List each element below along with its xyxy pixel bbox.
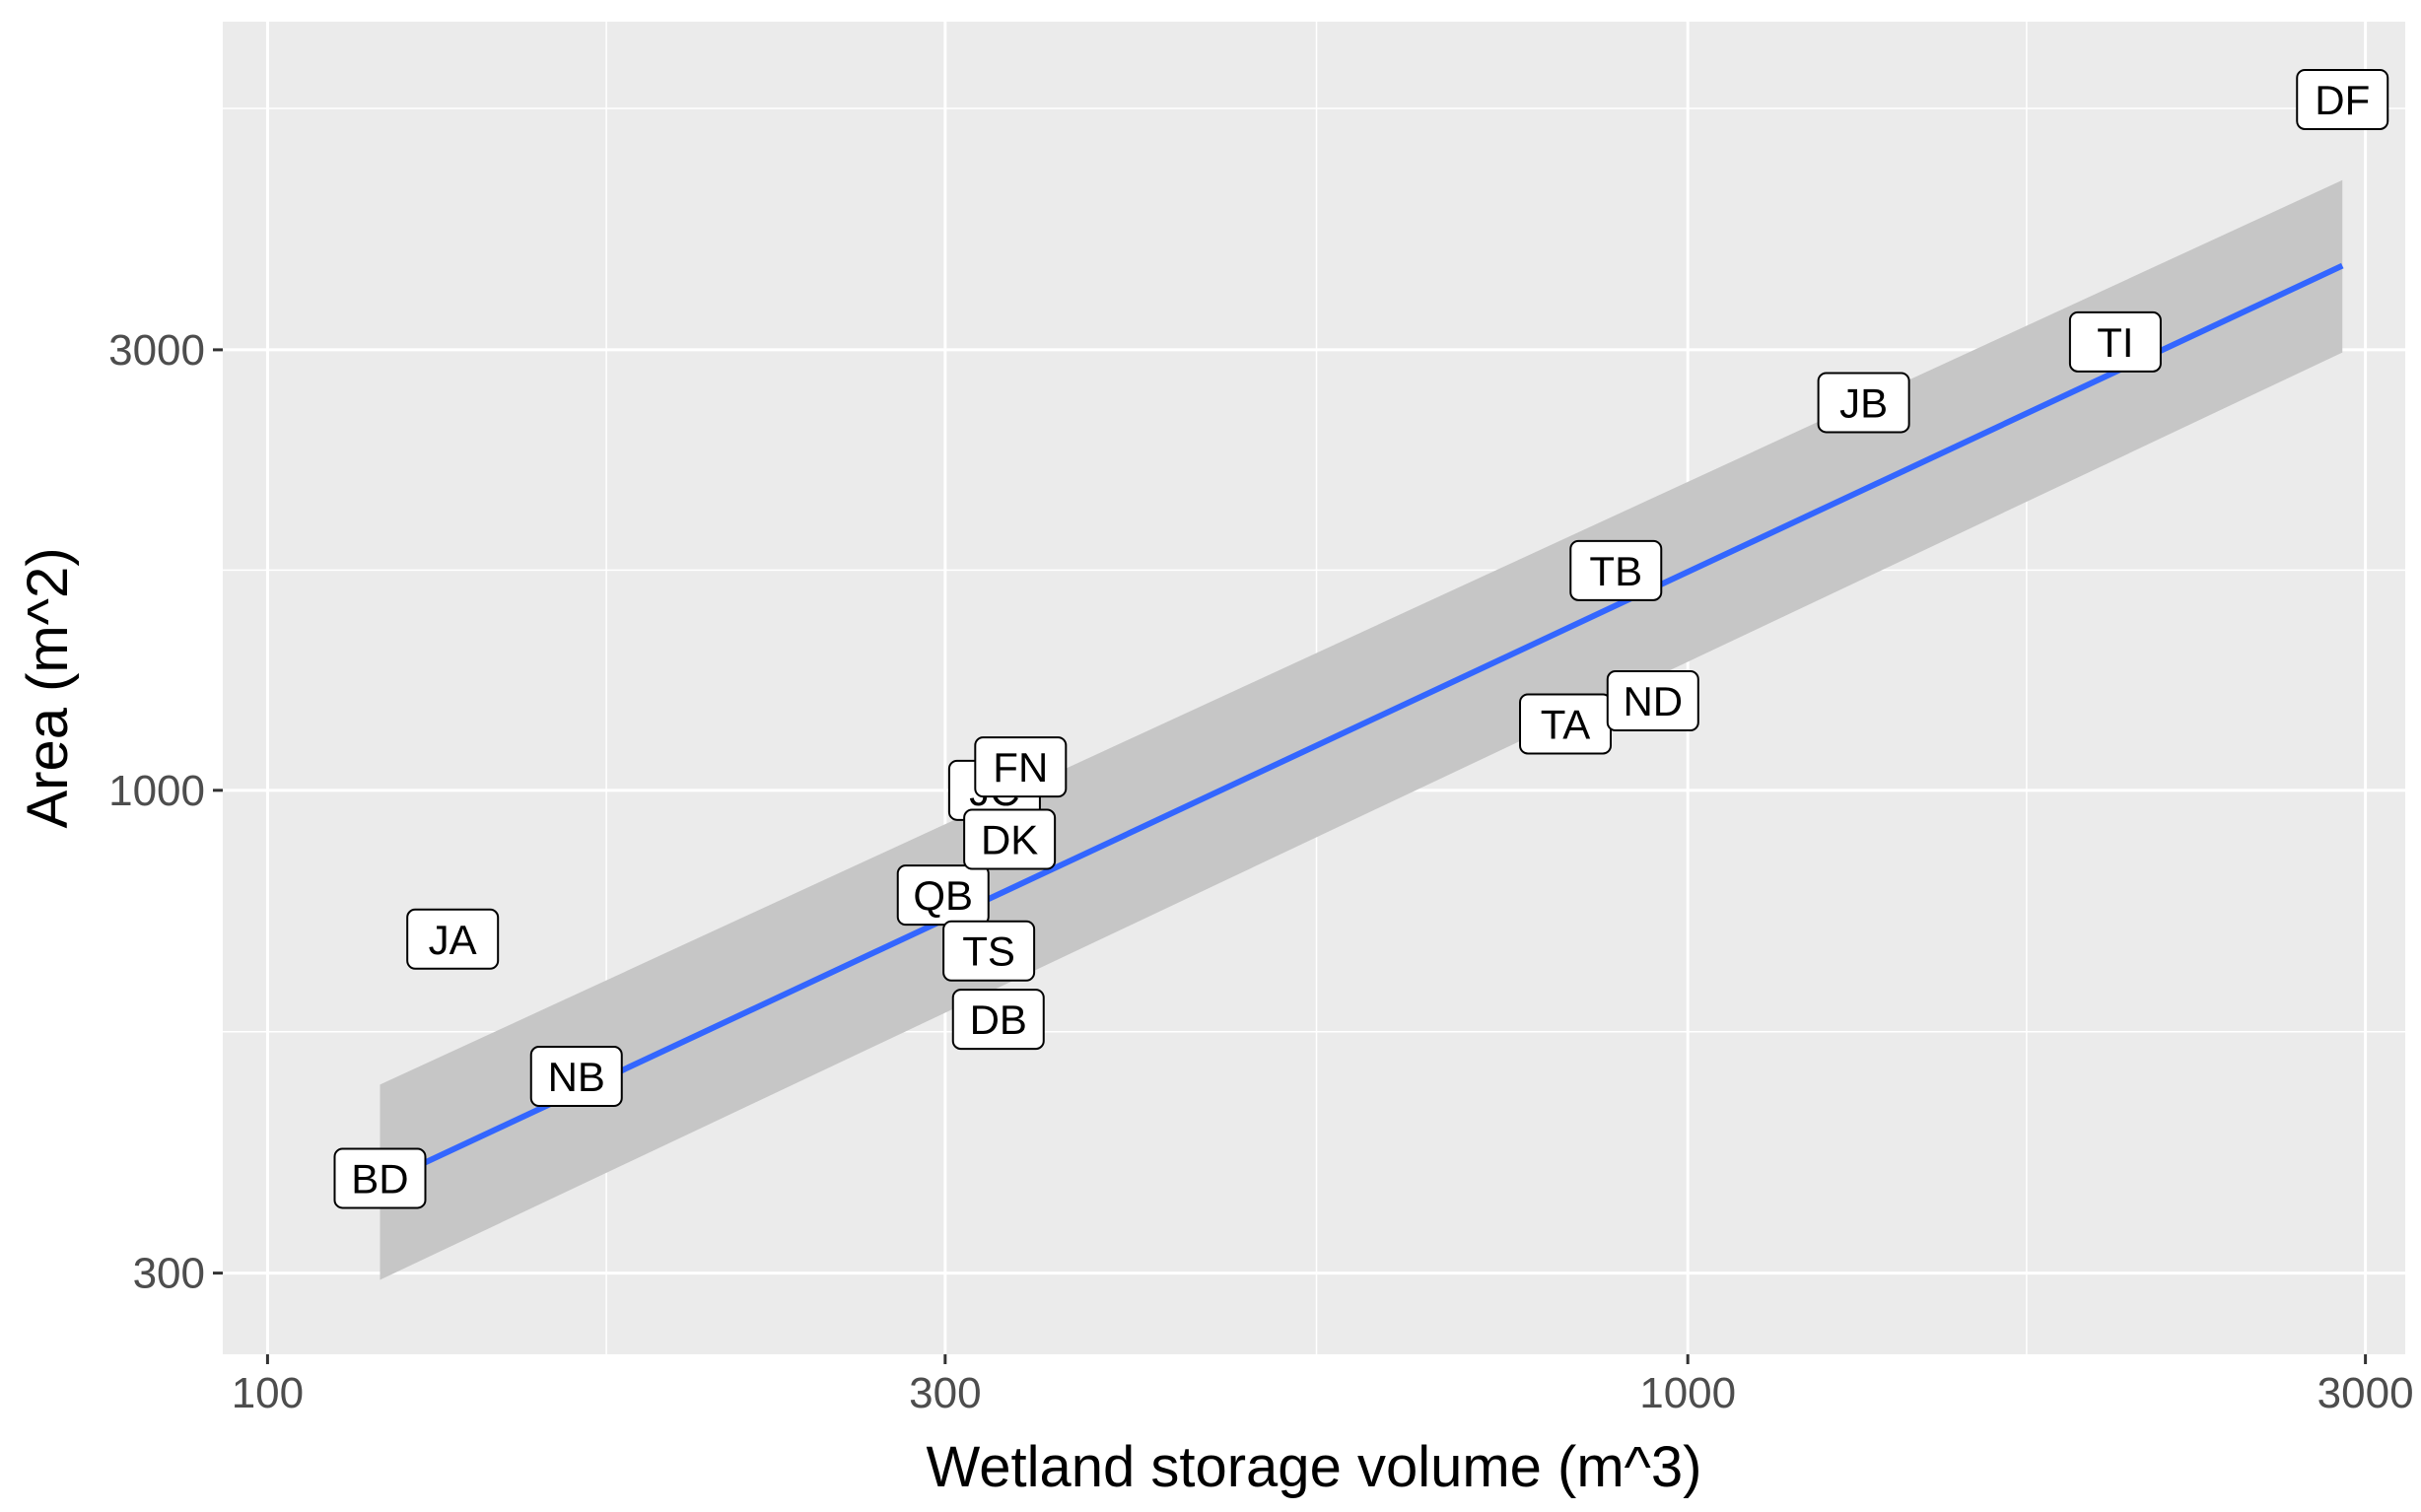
y-tick-label: 300 [133,1250,205,1298]
label-text: TA [1541,701,1591,747]
point-label-ja: JA [406,908,500,970]
point-label-jb: JB [1817,372,1910,434]
label-text: DK [981,817,1038,863]
point-label-ta: TA [1519,693,1613,755]
label-box [1817,372,1910,434]
label-box [406,908,500,970]
label-box [529,1046,623,1108]
label-text: ND [1623,678,1683,724]
x-tick-label: 100 [232,1369,304,1417]
point-label-ti: TI [2068,310,2162,373]
y-tick-label: 3000 [108,326,205,375]
label-text: TS [962,928,1015,975]
label-text: FN [993,744,1048,790]
point-label-ts: TS [942,920,1036,982]
point-label-dk: DK [963,808,1057,870]
point-label-bd: BD [333,1147,427,1209]
label-text: DF [2315,77,2370,123]
label-box [333,1147,427,1209]
label-text: NB [548,1054,605,1100]
label-box [1606,670,1699,732]
label-box [1569,539,1663,601]
point-label-nb: NB [529,1046,623,1108]
point-label-qb: QB [896,864,990,927]
y-axis: 300 1000 3000 [108,326,223,1298]
confidence-ribbon [380,179,2343,1280]
point-label-nd: ND [1606,670,1699,732]
point-labels: BDJANBQBTSDBJCDKFNTANDTBJBTIDF [333,68,2389,1209]
label-text: DB [970,997,1027,1043]
label-box [942,920,1036,982]
regression-line [379,262,2344,1187]
label-box [2068,310,2162,373]
x-tick-label: 300 [909,1369,981,1417]
point-label-tb: TB [1569,539,1663,601]
label-text: TI [2097,319,2133,366]
label-box [951,989,1045,1051]
major-grid [223,22,2405,1354]
label-text: JB [1839,379,1888,426]
x-axis-title: Wetland storage volume (m^3) [927,1435,1702,1499]
label-text: JA [429,917,477,963]
x-axis: 100 300 1000 3000 [232,1354,2414,1417]
point-label-db: DB [951,989,1045,1051]
label-box [974,736,1068,798]
label-box [896,864,990,927]
x-tick-label: 3000 [2317,1369,2414,1417]
label-text: TB [1589,548,1642,594]
label-text: QB [913,872,973,919]
label-text: BD [351,1155,408,1202]
label-box [963,808,1057,870]
y-tick-label: 1000 [108,767,205,815]
point-label-df: DF [2296,68,2389,130]
label-box [2296,68,2389,130]
x-tick-label: 1000 [1639,1369,1736,1417]
point-label-fn: FN [974,736,1068,798]
y-axis-title: Area (m^2) [16,547,80,828]
